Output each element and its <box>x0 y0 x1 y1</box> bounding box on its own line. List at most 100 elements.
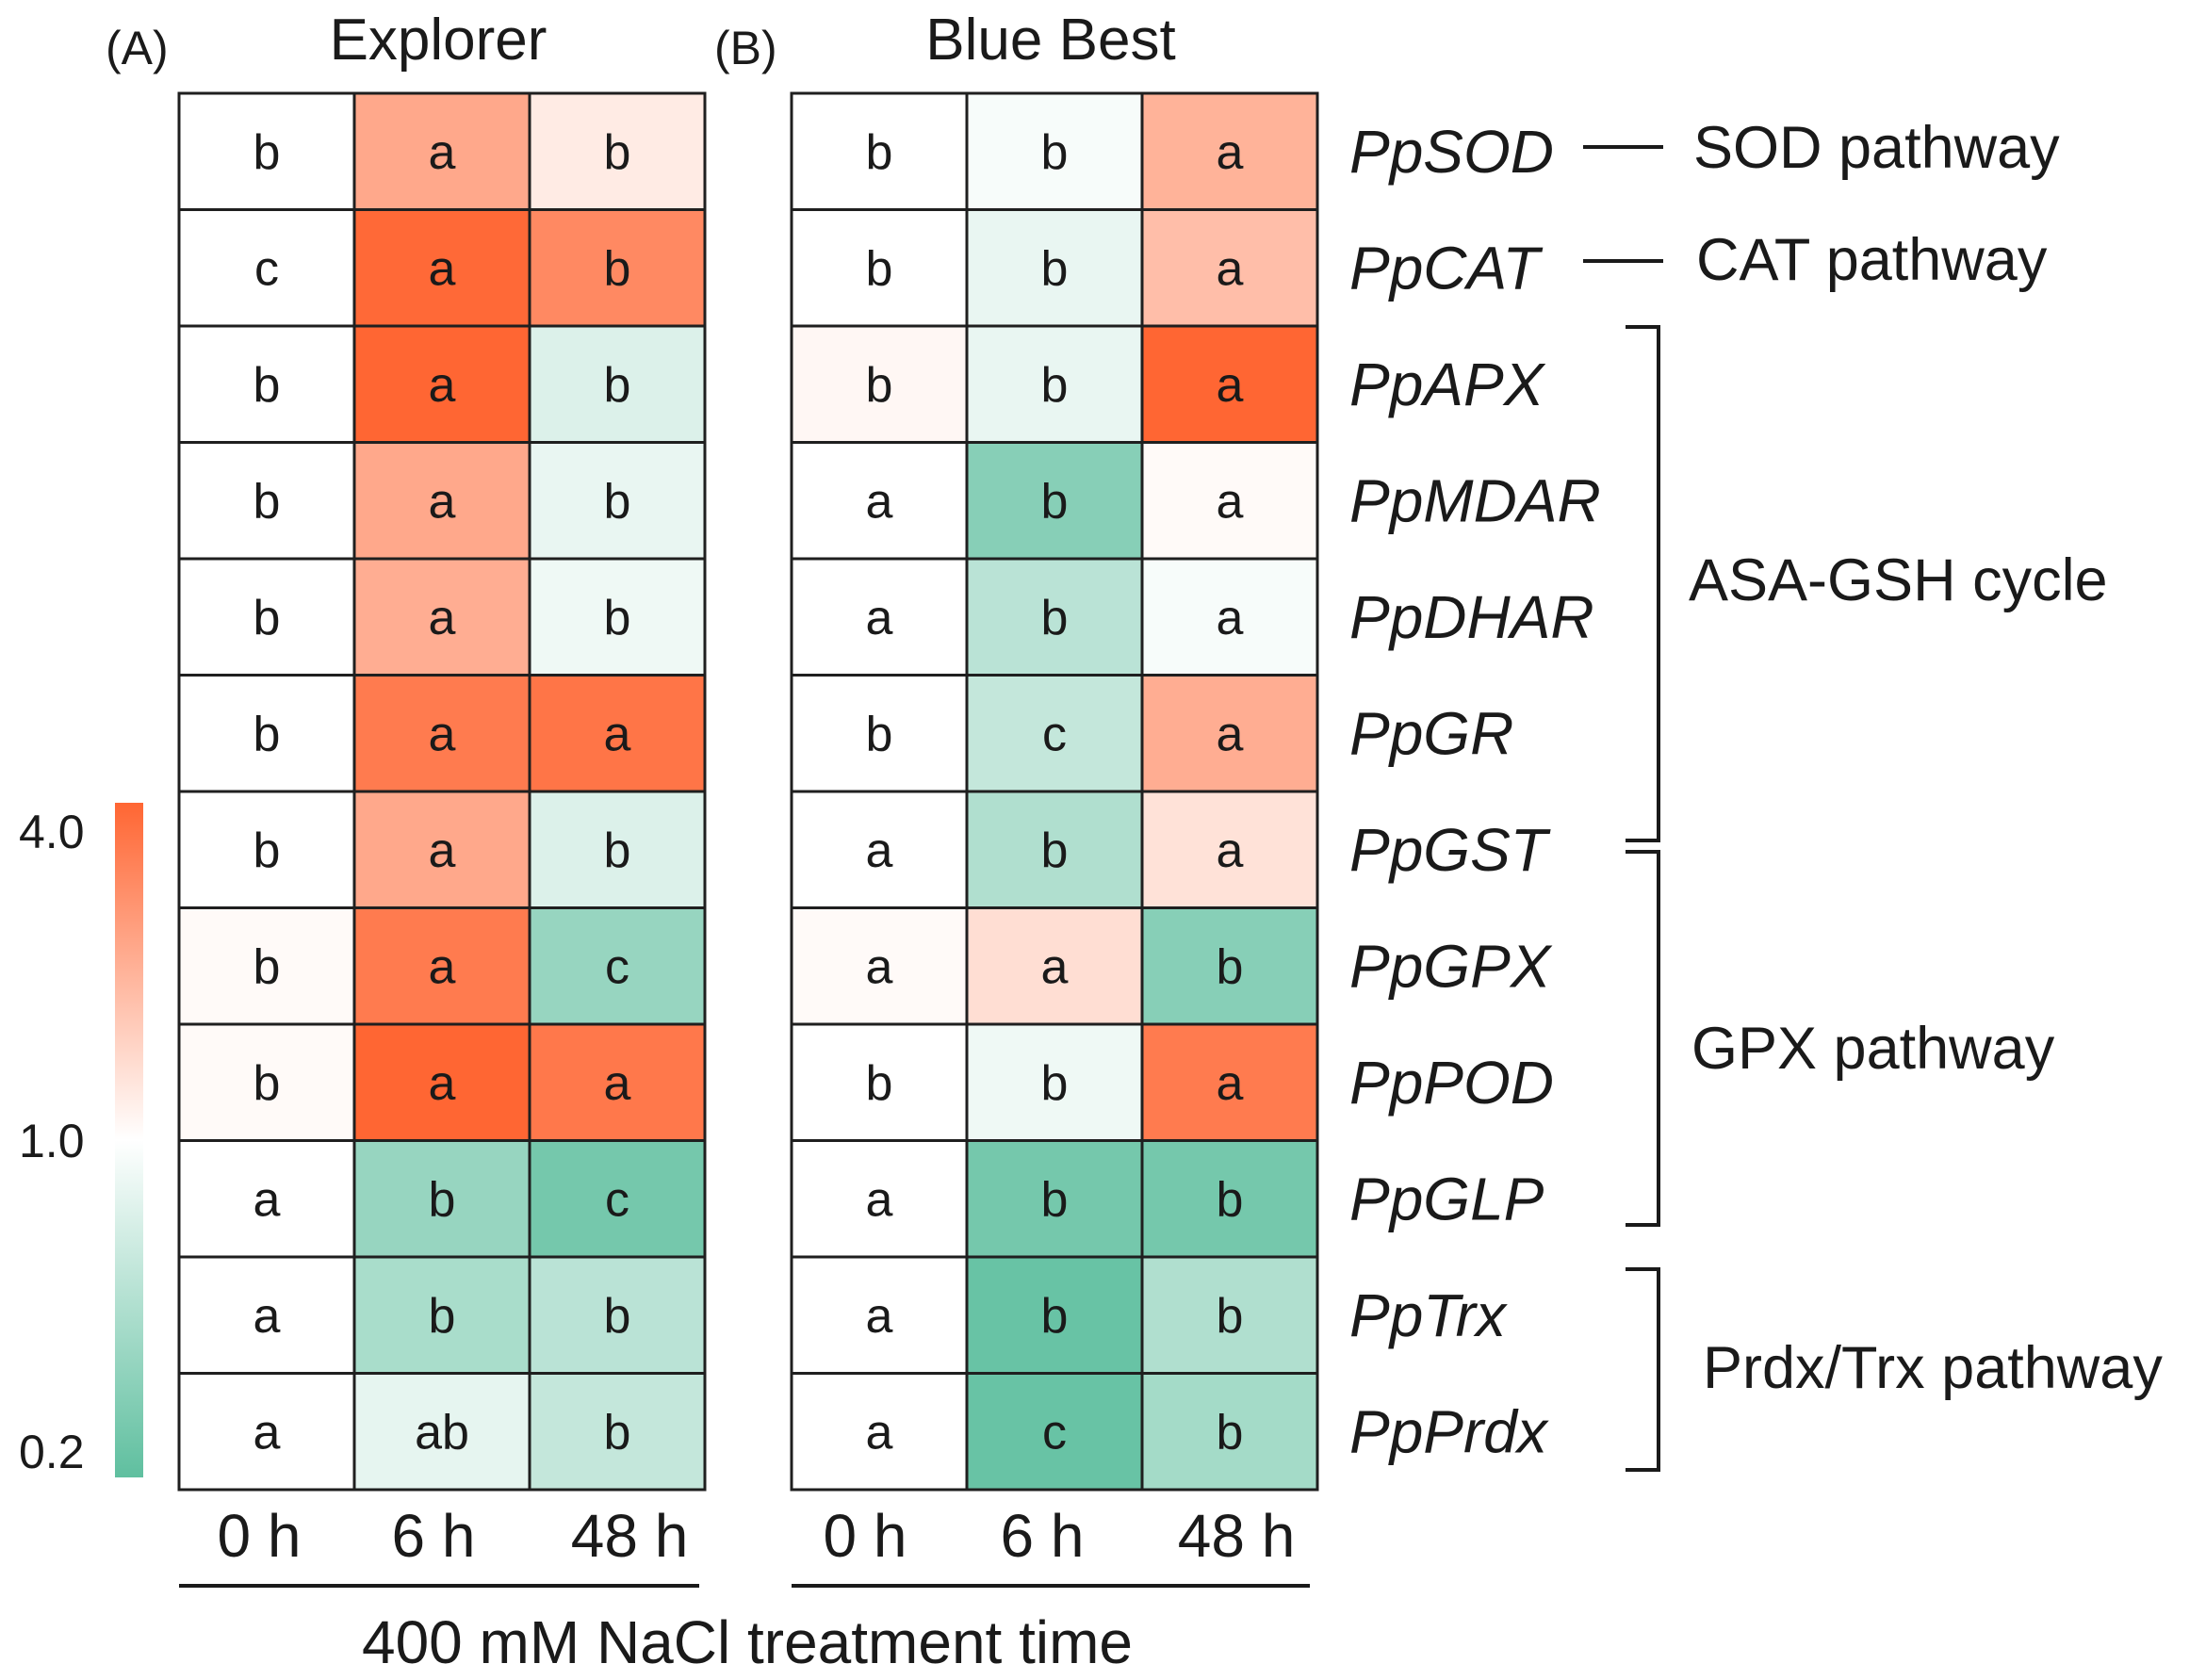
cell-letter-b-PpMDAR-48h: a <box>1217 474 1244 529</box>
cell-letter-b-PpSOD-0h: b <box>866 125 893 180</box>
cell-letter-b-PpPrdx-6h: c <box>1042 1405 1067 1460</box>
cell-letter-a-PpGPX-6h: a <box>429 939 456 994</box>
cell-letter-a-PpGR-0h: b <box>253 707 281 761</box>
panel-b-label: (B) <box>714 22 777 74</box>
cell-letter-a-PpAPX-0h: b <box>253 358 281 413</box>
cell-letter-b-PpMDAR-0h: a <box>866 474 893 529</box>
cell-letter-b-PpPOD-48h: a <box>1217 1056 1244 1111</box>
cell-a-PpGR-0h <box>177 674 356 793</box>
gene-label-PpPOD: PpPOD <box>1349 1049 1554 1117</box>
cell-b-PpGST-0h <box>790 790 969 909</box>
cell-letter-a-PpMDAR-48h: b <box>604 474 631 529</box>
panel-a-title: Explorer <box>330 8 547 73</box>
cell-a-PpGST-0h <box>177 790 356 909</box>
scale-tick-high: 4.0 <box>19 806 85 858</box>
cell-b-PpDHAR-6h <box>965 557 1144 677</box>
cell-letter-b-PpCAT-0h: b <box>866 241 893 296</box>
cell-b-PpAPX-0h <box>790 324 969 444</box>
cell-b-PpPrdx-48h <box>1140 1372 1319 1492</box>
gene-label-PpDHAR: PpDHAR <box>1349 583 1594 651</box>
cell-letter-a-PpMDAR-6h: a <box>429 474 456 529</box>
cell-letter-b-PpPrdx-0h: a <box>866 1405 893 1460</box>
asa-gsh-bracket <box>1626 325 1660 842</box>
cell-letter-b-PpPrdx-48h: b <box>1217 1405 1244 1460</box>
cell-b-PpMDAR-0h <box>790 441 969 561</box>
pathway-asa-gsh-label: ASA-GSH cycle <box>1689 547 2108 613</box>
cell-letter-b-PpGR-0h: b <box>866 707 893 761</box>
cell-letter-b-PpDHAR-48h: a <box>1217 591 1244 645</box>
cell-a-PpMDAR-0h <box>177 441 356 561</box>
cell-a-PpTrx-48h <box>528 1255 707 1375</box>
cell-letter-b-PpGR-6h: c <box>1042 707 1067 761</box>
cell-letter-a-PpDHAR-6h: a <box>429 591 456 645</box>
panel-a-label: (A) <box>106 22 169 74</box>
cell-letter-a-PpPOD-48h: a <box>604 1056 631 1111</box>
cell-b-PpPrdx-0h <box>790 1372 969 1492</box>
panel-b-title: Blue Best <box>925 8 1175 73</box>
cell-letter-b-PpPOD-0h: b <box>866 1056 893 1111</box>
panel-b-heatmap: b b a b b a b b a a b a a b a b c a a b a a a b b b a a b b a b b a c b <box>790 91 1319 1492</box>
tick-b-0h: 0 h <box>824 1502 907 1570</box>
cell-letter-b-PpGST-48h: a <box>1217 824 1244 878</box>
gene-label-PpMDAR: PpMDAR <box>1349 466 1601 534</box>
cell-letter-b-PpGLP-0h: a <box>866 1172 893 1227</box>
cell-letter-b-PpGLP-6h: b <box>1041 1172 1069 1227</box>
cell-letter-b-PpSOD-6h: b <box>1041 125 1069 180</box>
cell-a-PpSOD-48h <box>528 91 707 211</box>
cell-letter-a-PpAPX-6h: a <box>429 358 456 413</box>
x-axis-label: 400 mM NaCl treatment time <box>362 1608 1133 1676</box>
cell-letter-a-PpSOD-0h: b <box>253 125 281 180</box>
cell-a-PpPOD-48h <box>528 1022 707 1142</box>
cell-letter-a-PpTrx-0h: a <box>253 1289 281 1344</box>
cell-letter-a-PpGPX-48h: c <box>605 939 629 994</box>
cell-letter-a-PpPOD-0h: b <box>253 1056 281 1111</box>
cell-letter-b-PpTrx-0h: a <box>866 1289 893 1344</box>
cell-letter-b-PpTrx-48h: b <box>1217 1289 1244 1344</box>
cell-b-PpSOD-48h <box>1140 91 1319 211</box>
cell-letter-a-PpGPX-0h: b <box>253 939 281 994</box>
cell-b-PpGR-6h <box>965 674 1144 793</box>
cell-letter-a-PpSOD-6h: a <box>429 125 456 180</box>
cell-letter-a-PpPOD-6h: a <box>429 1056 456 1111</box>
cell-a-PpMDAR-48h <box>528 441 707 561</box>
cell-a-PpTrx-0h <box>177 1255 356 1375</box>
gene-label-PpGPX: PpGPX <box>1349 932 1553 1000</box>
cell-letter-b-PpSOD-48h: a <box>1217 125 1244 180</box>
cell-letter-b-PpGST-6h: b <box>1041 824 1069 878</box>
gpx-bracket <box>1626 850 1660 1227</box>
cell-a-PpGLP-6h <box>352 1139 531 1259</box>
cell-letter-b-PpTrx-6h: b <box>1041 1289 1069 1344</box>
cell-letter-b-PpAPX-6h: b <box>1041 358 1069 413</box>
cell-letter-a-PpPrdx-6h: ab <box>415 1405 469 1460</box>
cell-a-PpGLP-48h <box>528 1139 707 1259</box>
cell-letter-b-PpAPX-0h: b <box>866 358 893 413</box>
cell-b-PpCAT-48h <box>1140 208 1319 328</box>
pathway-sod-label: SOD pathway <box>1693 115 2060 181</box>
cell-letter-b-PpMDAR-6h: b <box>1041 474 1069 529</box>
cell-b-PpDHAR-0h <box>790 557 969 677</box>
cell-letter-b-PpGPX-48h: b <box>1217 939 1244 994</box>
cell-b-PpTrx-48h <box>1140 1255 1319 1375</box>
cell-letter-a-PpAPX-48h: b <box>604 358 631 413</box>
gene-label-PpTrx: PpTrx <box>1349 1281 1508 1349</box>
scale-tick-low: 0.2 <box>19 1426 85 1478</box>
cell-letter-b-PpCAT-48h: a <box>1217 241 1244 296</box>
cell-letter-b-PpDHAR-0h: a <box>866 591 893 645</box>
cell-a-PpGPX-48h <box>528 906 707 1026</box>
cell-letter-a-PpGST-6h: a <box>429 824 456 878</box>
tick-b-6h: 6 h <box>1001 1502 1085 1570</box>
cell-letter-a-PpGST-48h: b <box>604 824 631 878</box>
gene-label-PpAPX: PpAPX <box>1349 351 1546 418</box>
tick-b-48h: 48 h <box>1178 1502 1296 1570</box>
panel-a-heatmap: b a bc a bb a bb a bb a bb a ab a bb a cb a aa b ca b ba ab b <box>177 91 707 1492</box>
tick-a-6h: 6 h <box>392 1502 476 1570</box>
cell-letter-a-PpGLP-48h: c <box>605 1172 629 1227</box>
cell-letter-b-PpGPX-6h: a <box>1041 939 1069 994</box>
cell-letter-b-PpGPX-0h: a <box>866 939 893 994</box>
pathway-cat-label: CAT pathway <box>1696 227 2048 293</box>
cell-letter-a-PpPrdx-0h: a <box>253 1405 281 1460</box>
cell-b-PpTrx-0h <box>790 1255 969 1375</box>
gene-label-PpGST: PpGST <box>1349 816 1551 884</box>
cell-letter-a-PpSOD-48h: b <box>604 125 631 180</box>
